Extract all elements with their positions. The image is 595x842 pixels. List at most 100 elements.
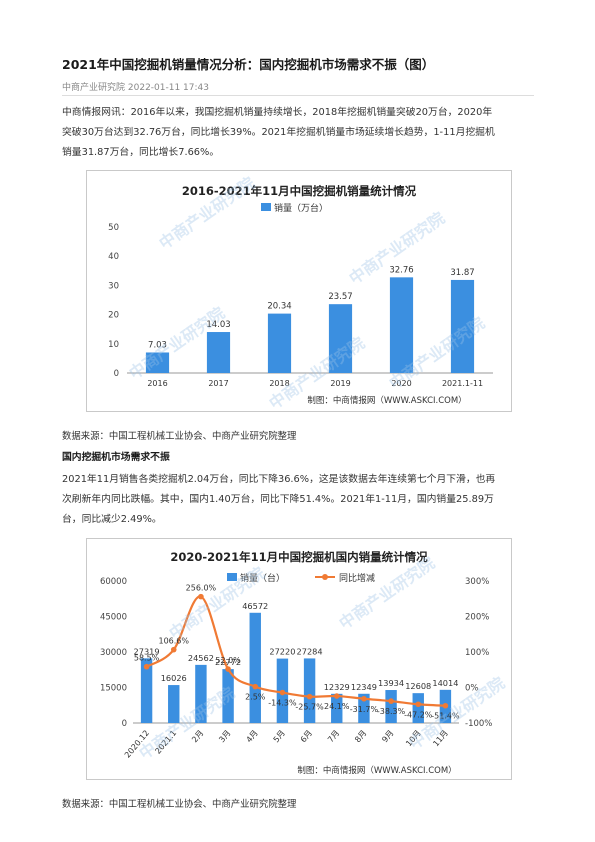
data-label: 23.57	[328, 292, 352, 302]
y-tick-label-left: 45000	[100, 613, 127, 623]
bar	[450, 279, 475, 373]
legend-marker	[322, 574, 328, 580]
line-data-label: 256.0%	[186, 584, 217, 593]
x-tick-label: 7月	[326, 729, 341, 745]
chart-domestic-sales: 2020-2021年11月中国挖掘机国内销量统计情况 销量（台） 同比增减 0 1500…	[86, 538, 512, 780]
x-tick-label: 2021.1	[153, 729, 178, 756]
para1-line3: 销量31.87万台，同比增长7.66%。	[62, 147, 220, 158]
y-tick-label-left: 30000	[100, 648, 127, 658]
title-divider	[62, 95, 534, 96]
line-data-label: 58.5%	[134, 654, 160, 663]
y-tick-label-right: 0%	[465, 684, 479, 694]
y-tick-label-left: 0	[122, 719, 127, 729]
x-tick-label: 2017	[208, 379, 228, 388]
domestic-paragraph: 2021年11月销售各类挖掘机2.04万台，同比下降36.6%，这是该数据去年连…	[62, 470, 534, 530]
publish-date: 2022-01-11 17:43	[127, 83, 209, 93]
x-tick-label: 2016	[147, 379, 167, 388]
data-label: 32.76	[389, 265, 413, 275]
line-data-label: 2.5%	[245, 693, 266, 702]
bar	[140, 658, 153, 723]
chart-credit: 制图：中商情报网（WWW.ASKCI.COM）	[297, 765, 456, 776]
legend-label: 销量（万台）	[274, 202, 328, 214]
article-meta: 中商产业研究院 2022-01-11 17:43	[62, 80, 209, 93]
yoy-point	[170, 646, 177, 653]
data-label: 20.34	[267, 302, 291, 312]
bar	[385, 690, 397, 723]
y-tick-label-right: -100%	[465, 719, 492, 729]
chart-credit: 制图：中商情报网（WWW.ASKCI.COM）	[307, 395, 466, 406]
chart-annual-sales: 2016-2021年11月中国挖掘机销量统计情况 销量（万台） 0 10 20 30 40 5…	[86, 170, 512, 412]
yoy-point	[442, 702, 449, 709]
y-tick-label-left: 15000	[100, 684, 127, 694]
section-heading: 国内挖掘机市场需求不振	[62, 452, 170, 463]
bar	[206, 332, 231, 373]
chart-title: 2016-2021年11月中国挖掘机销量统计情况	[182, 184, 417, 198]
bar-data-label: 14014	[432, 678, 458, 688]
bar	[328, 304, 353, 373]
yoy-point	[279, 689, 286, 696]
bar	[249, 612, 261, 723]
x-tick-label: 2月	[190, 729, 205, 745]
bar	[358, 693, 370, 723]
line-data-label: -31.7%	[350, 705, 379, 714]
para2-line1: 2021年11月销售各类挖掘机2.04万台，同比下降36.6%，这是该数据去年连…	[62, 474, 496, 485]
bar	[331, 693, 343, 723]
bar	[303, 658, 316, 723]
yoy-point	[225, 666, 231, 672]
line-data-label: -51.4%	[431, 712, 460, 721]
bar	[222, 669, 234, 723]
x-tick-label: 3月	[217, 729, 232, 745]
line-data-label: 52.0%	[215, 656, 241, 665]
data-label: 31.87	[450, 268, 474, 278]
chart-title: 2020-2021年11月中国挖掘机国内销量统计情况	[170, 550, 428, 564]
bar	[412, 693, 424, 723]
y-tick-label: 40	[108, 252, 119, 262]
intro-paragraph: 中商情报网讯：2016年以来，我国挖掘机销量持续增长，2018年挖掘机销量突破2…	[62, 103, 534, 163]
bar-data-label: 12349	[351, 682, 377, 692]
y-tick-label: 30	[108, 281, 119, 291]
line-data-label: -14.3%	[268, 699, 297, 708]
para2-line2: 次刷新年内同比跌幅。其中，国内1.40万台，同比下降51.4%。2021年1-1…	[62, 494, 494, 505]
x-tick-label: 2021.1-11	[442, 379, 483, 388]
legend-label: 同比增减	[339, 572, 375, 584]
x-tick-label: 8月	[353, 729, 368, 745]
bar-data-label: 24562	[188, 653, 214, 663]
bar-data-label: 27284	[297, 646, 323, 656]
bar-data-label: 27220	[269, 647, 295, 657]
legend-swatch	[227, 573, 237, 581]
para1-line2: 突破30万台达到32.76万台，同比增长39%。2021年挖掘机销量市场延续增长…	[62, 127, 495, 138]
y-tick-label: 0	[114, 369, 119, 379]
legend-swatch	[261, 203, 271, 211]
bar	[168, 685, 180, 723]
bar	[267, 313, 292, 373]
line-data-label: 106.6%	[158, 637, 189, 646]
line-data-label: -47.2%	[404, 710, 433, 719]
bar-data-label: 27319	[134, 646, 160, 656]
bar-data-label: 16026	[161, 673, 187, 683]
bar-data-label: 22772	[215, 657, 241, 667]
yoy-point	[333, 693, 340, 699]
yoy-point	[306, 693, 313, 700]
bar-data-label: 46572	[242, 601, 268, 611]
line-data-label: -25.7%	[295, 703, 324, 712]
bar-data-label: 12329	[324, 682, 350, 692]
x-tick-label: 2020.12	[123, 729, 151, 760]
x-tick-label: 5月	[272, 729, 287, 745]
yoy-point	[252, 683, 259, 690]
para2-line3: 台，同比减少2.49%。	[62, 514, 162, 525]
article-title: 2021年中国挖掘机销量情况分析：国内挖掘机市场需求不振（图）	[62, 57, 435, 72]
source-name[interactable]: 中商产业研究院	[62, 83, 126, 93]
bar-data-label: 12608	[405, 681, 431, 691]
x-tick-label: 4月	[244, 729, 259, 745]
yoy-point	[388, 698, 394, 704]
yoy-point	[143, 663, 150, 670]
data-label: 14.03	[206, 320, 230, 330]
yoy-point	[415, 701, 422, 708]
line-data-label: 24.1%	[324, 702, 350, 711]
y-tick-label-right: 300%	[465, 577, 489, 587]
y-tick-label: 50	[108, 223, 119, 233]
yoy-point	[361, 695, 367, 702]
y-tick-label: 20	[108, 311, 119, 321]
